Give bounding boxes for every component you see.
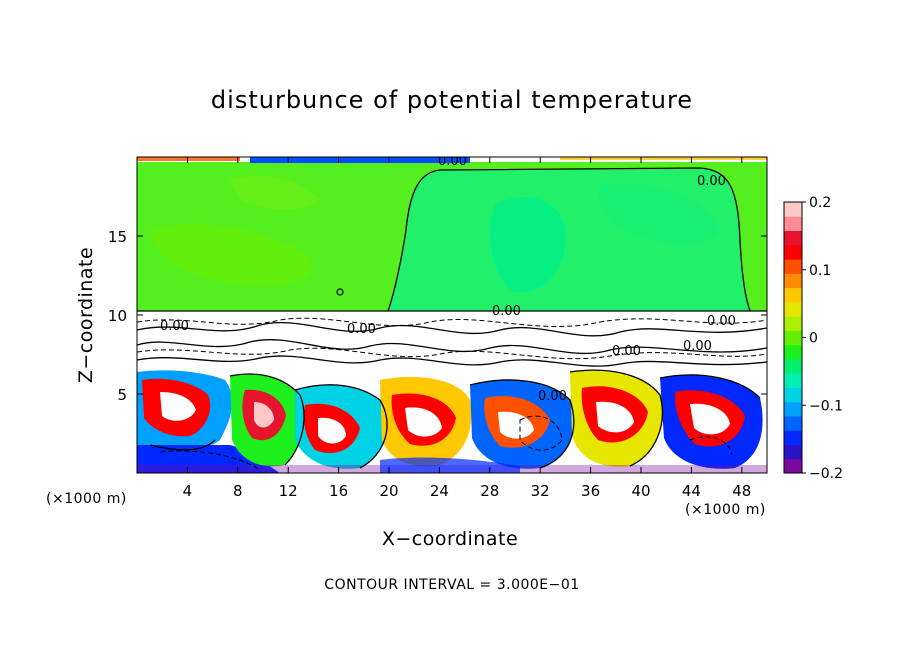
- colorbar-swatch: [784, 301, 802, 317]
- y-axis: 5 10 15: [108, 228, 767, 404]
- colorbar-swatch: [784, 444, 802, 460]
- colorbar-swatch: [784, 330, 802, 346]
- x-axis-label: X−coordinate: [381, 528, 519, 550]
- x-axis-unit: (×1000 m): [685, 502, 766, 518]
- contour-label: 0.00: [492, 304, 521, 319]
- x-tick-label: 8: [233, 482, 243, 500]
- colorbar-swatch: [784, 216, 802, 232]
- colorbar-swatch: [784, 387, 802, 403]
- colorbar-swatch: [784, 259, 802, 274]
- colorbar-swatch: [784, 273, 802, 289]
- colorbar-tick-label: 0.1: [809, 263, 831, 279]
- x-tick-label: 4: [183, 482, 193, 500]
- x-axis: 4 8 12 16 20 24 28 32 36 40 44 48: [183, 157, 751, 500]
- x-tick-label: 28: [480, 482, 499, 500]
- chart-title: disturbunce of potential temperature: [210, 86, 694, 114]
- contour-label: 0.00: [683, 339, 712, 354]
- colorbar-swatch: [784, 358, 802, 374]
- colorbar-tick-label: −0.1: [809, 398, 843, 414]
- x-tick-label: 12: [279, 482, 298, 500]
- colorbar-swatch: [784, 230, 802, 246]
- contour-label: 0.00: [538, 389, 567, 404]
- x-tick-label: 20: [379, 482, 398, 500]
- colorbar-swatch: [784, 316, 802, 331]
- x-tick-label: 44: [682, 482, 701, 500]
- x-tick-label: 16: [329, 482, 348, 500]
- colorbar-swatch: [784, 244, 802, 260]
- contour-label: 0.00: [697, 174, 726, 189]
- colorbar-swatch: [784, 344, 802, 360]
- colorbar-tick-label: 0.2: [809, 195, 831, 211]
- colorbar-swatch: [784, 373, 802, 388]
- x-tick-label: 32: [531, 482, 550, 500]
- contour-label: 0.00: [160, 319, 189, 334]
- colorbar-swatch: [784, 287, 802, 303]
- colorbar-swatch: [784, 401, 802, 417]
- y-tick-label: 15: [108, 228, 127, 246]
- colorbar-swatch: [784, 202, 802, 217]
- contour-interval-note: CONTOUR INTERVAL = 3.000E−01: [324, 577, 580, 593]
- contour-label: 0.00: [612, 344, 641, 359]
- contour-label: 0.00: [707, 314, 736, 329]
- x-tick-label: 36: [581, 482, 600, 500]
- y-tick-label: 5: [117, 386, 127, 404]
- contour-label: 0.00: [347, 322, 376, 337]
- colorbar-swatch: [784, 458, 802, 474]
- colorbar-tick-label: −0.2: [809, 466, 843, 482]
- colorbar: [783, 201, 803, 474]
- x-tick-label: 40: [631, 482, 650, 500]
- heatmap-field: 0.00 0.00 0.00 0.00 0.00 0.00 0.00 0.00 …: [137, 154, 767, 473]
- colorbar-tick-label: 0: [809, 331, 818, 347]
- x-tick-label: 24: [430, 482, 449, 500]
- y-axis-unit: (×1000 m): [46, 491, 127, 507]
- contour-label: 0.00: [438, 154, 467, 169]
- colorbar-swatch: [784, 415, 802, 431]
- x-tick-label: 48: [732, 482, 751, 500]
- colorbar-swatch: [784, 430, 802, 445]
- y-tick-label: 10: [108, 307, 127, 325]
- colorbar-axis: 0.2 0.1 0 −0.1 −0.2: [802, 195, 843, 482]
